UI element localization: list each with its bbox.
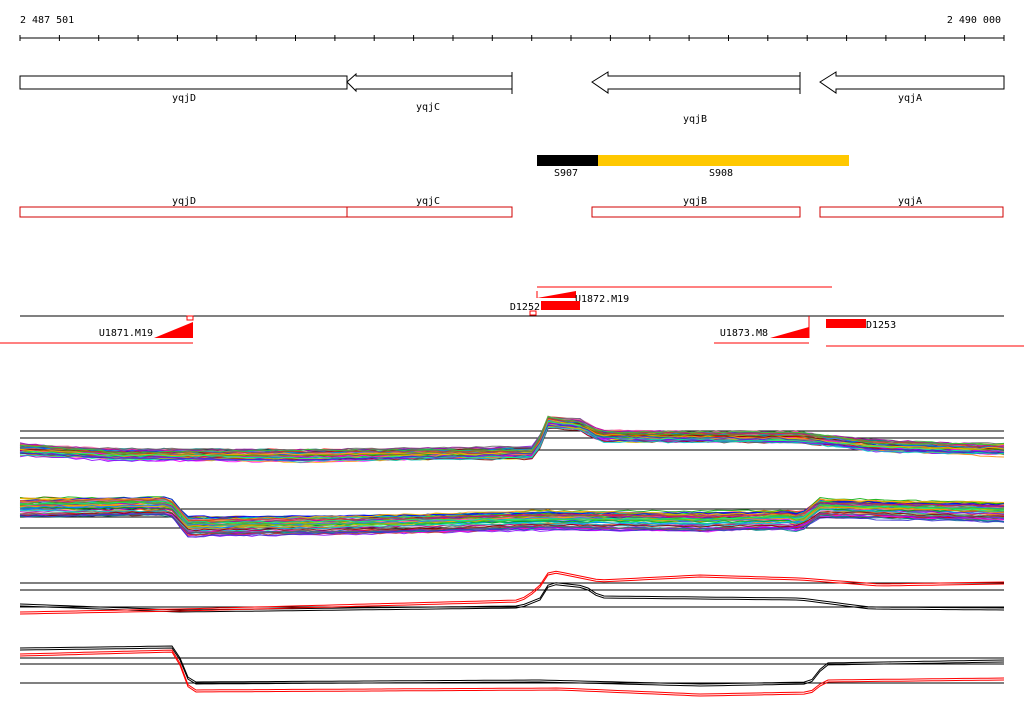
segment-label: S907 [554,168,578,179]
ruler-ticks [19,35,1005,41]
expression-series-line [19,422,1005,462]
cds-box-yqjA[interactable] [819,206,1004,218]
gene-track: yqjD yqjC yqjB yqjA [19,71,1005,125]
expression-summary-line [19,572,1005,615]
expression-summary-line [19,584,1005,613]
downshift-label: D1252 [510,302,540,313]
expression-series-line [19,421,1005,459]
gene-label: yqjB [683,114,707,125]
downshift-d1252-marker[interactable] [541,301,580,310]
cds-label: yqjC [416,196,440,207]
gene-label: yqjC [416,102,440,113]
expression-track-summary-2 [19,645,1005,697]
expression-series-line [19,513,1005,538]
cds-box-yqjC[interactable] [346,206,513,218]
expression-series-line [19,501,1005,526]
expression-track-multi-2 [19,496,1005,538]
coordinate-ruler: 2 487 501 2 490 000 [19,15,1005,41]
upshift-label: U1871.M19 [99,328,153,339]
gene-label: yqjA [898,93,922,104]
upshift-u1873-marker[interactable] [770,327,809,338]
expression-track-multi-1 [19,415,1005,464]
feature-track: U1872.M19 D1252 U1871.M19 U1873.M8 D1253 [0,286,1024,347]
cds-box-yqjD[interactable] [19,206,348,218]
expression-series-line [19,512,1005,534]
gene-label: yqjD [172,93,196,104]
gene-arrow[interactable] [19,75,348,90]
cds-track: yqjD yqjC yqjB yqjA [19,196,1004,218]
expression-summary-line [19,647,1005,687]
expression-summary-line [19,645,1005,685]
segment-track: S907 S908 [537,155,849,179]
upshift-u1872-marker[interactable] [537,291,576,298]
expression-summary-line [19,582,1005,611]
upshift-label: U1873.M8 [720,328,768,339]
upshift-u1871-marker[interactable] [154,322,193,338]
expression-series-line [19,415,1005,454]
expression-series-line [19,511,1005,532]
expression-series-line [19,497,1005,522]
ruler-end-label: 2 490 000 [947,15,1001,26]
segment-bar-s908[interactable] [598,155,849,166]
cds-label: yqjB [683,196,707,207]
expression-track-summary-1 [19,570,1005,615]
cds-label: yqjA [898,196,922,207]
downshift-label: D1253 [866,320,896,331]
downshift-d1253-marker[interactable] [826,319,866,328]
expression-summary-line [19,651,1005,697]
segment-label: S908 [709,168,733,179]
expression-series-line [19,424,1005,462]
upshift-u1871-tick [186,315,194,321]
gene-arrow[interactable] [591,71,801,94]
cds-box-yqjB[interactable] [591,206,801,218]
gene-arrow[interactable] [819,71,1005,94]
expression-series-line [19,496,1005,519]
upshift-label: U1872.M19 [575,294,629,305]
gene-yqjD[interactable]: yqjD [19,75,348,104]
expression-summary-line [19,649,1005,695]
ruler-start-label: 2 487 501 [20,15,74,26]
cds-label: yqjD [172,196,196,207]
gene-yqjC[interactable]: yqjC [346,72,513,113]
gene-yqjA[interactable]: yqjA [819,71,1005,104]
expression-series-line [19,508,1005,532]
gene-arrow[interactable] [346,72,513,93]
expression-summary-line [19,570,1005,613]
downshift-d1252-tick [529,310,537,316]
gene-yqjB[interactable]: yqjB [591,71,801,125]
segment-bar-s907[interactable] [537,155,598,166]
